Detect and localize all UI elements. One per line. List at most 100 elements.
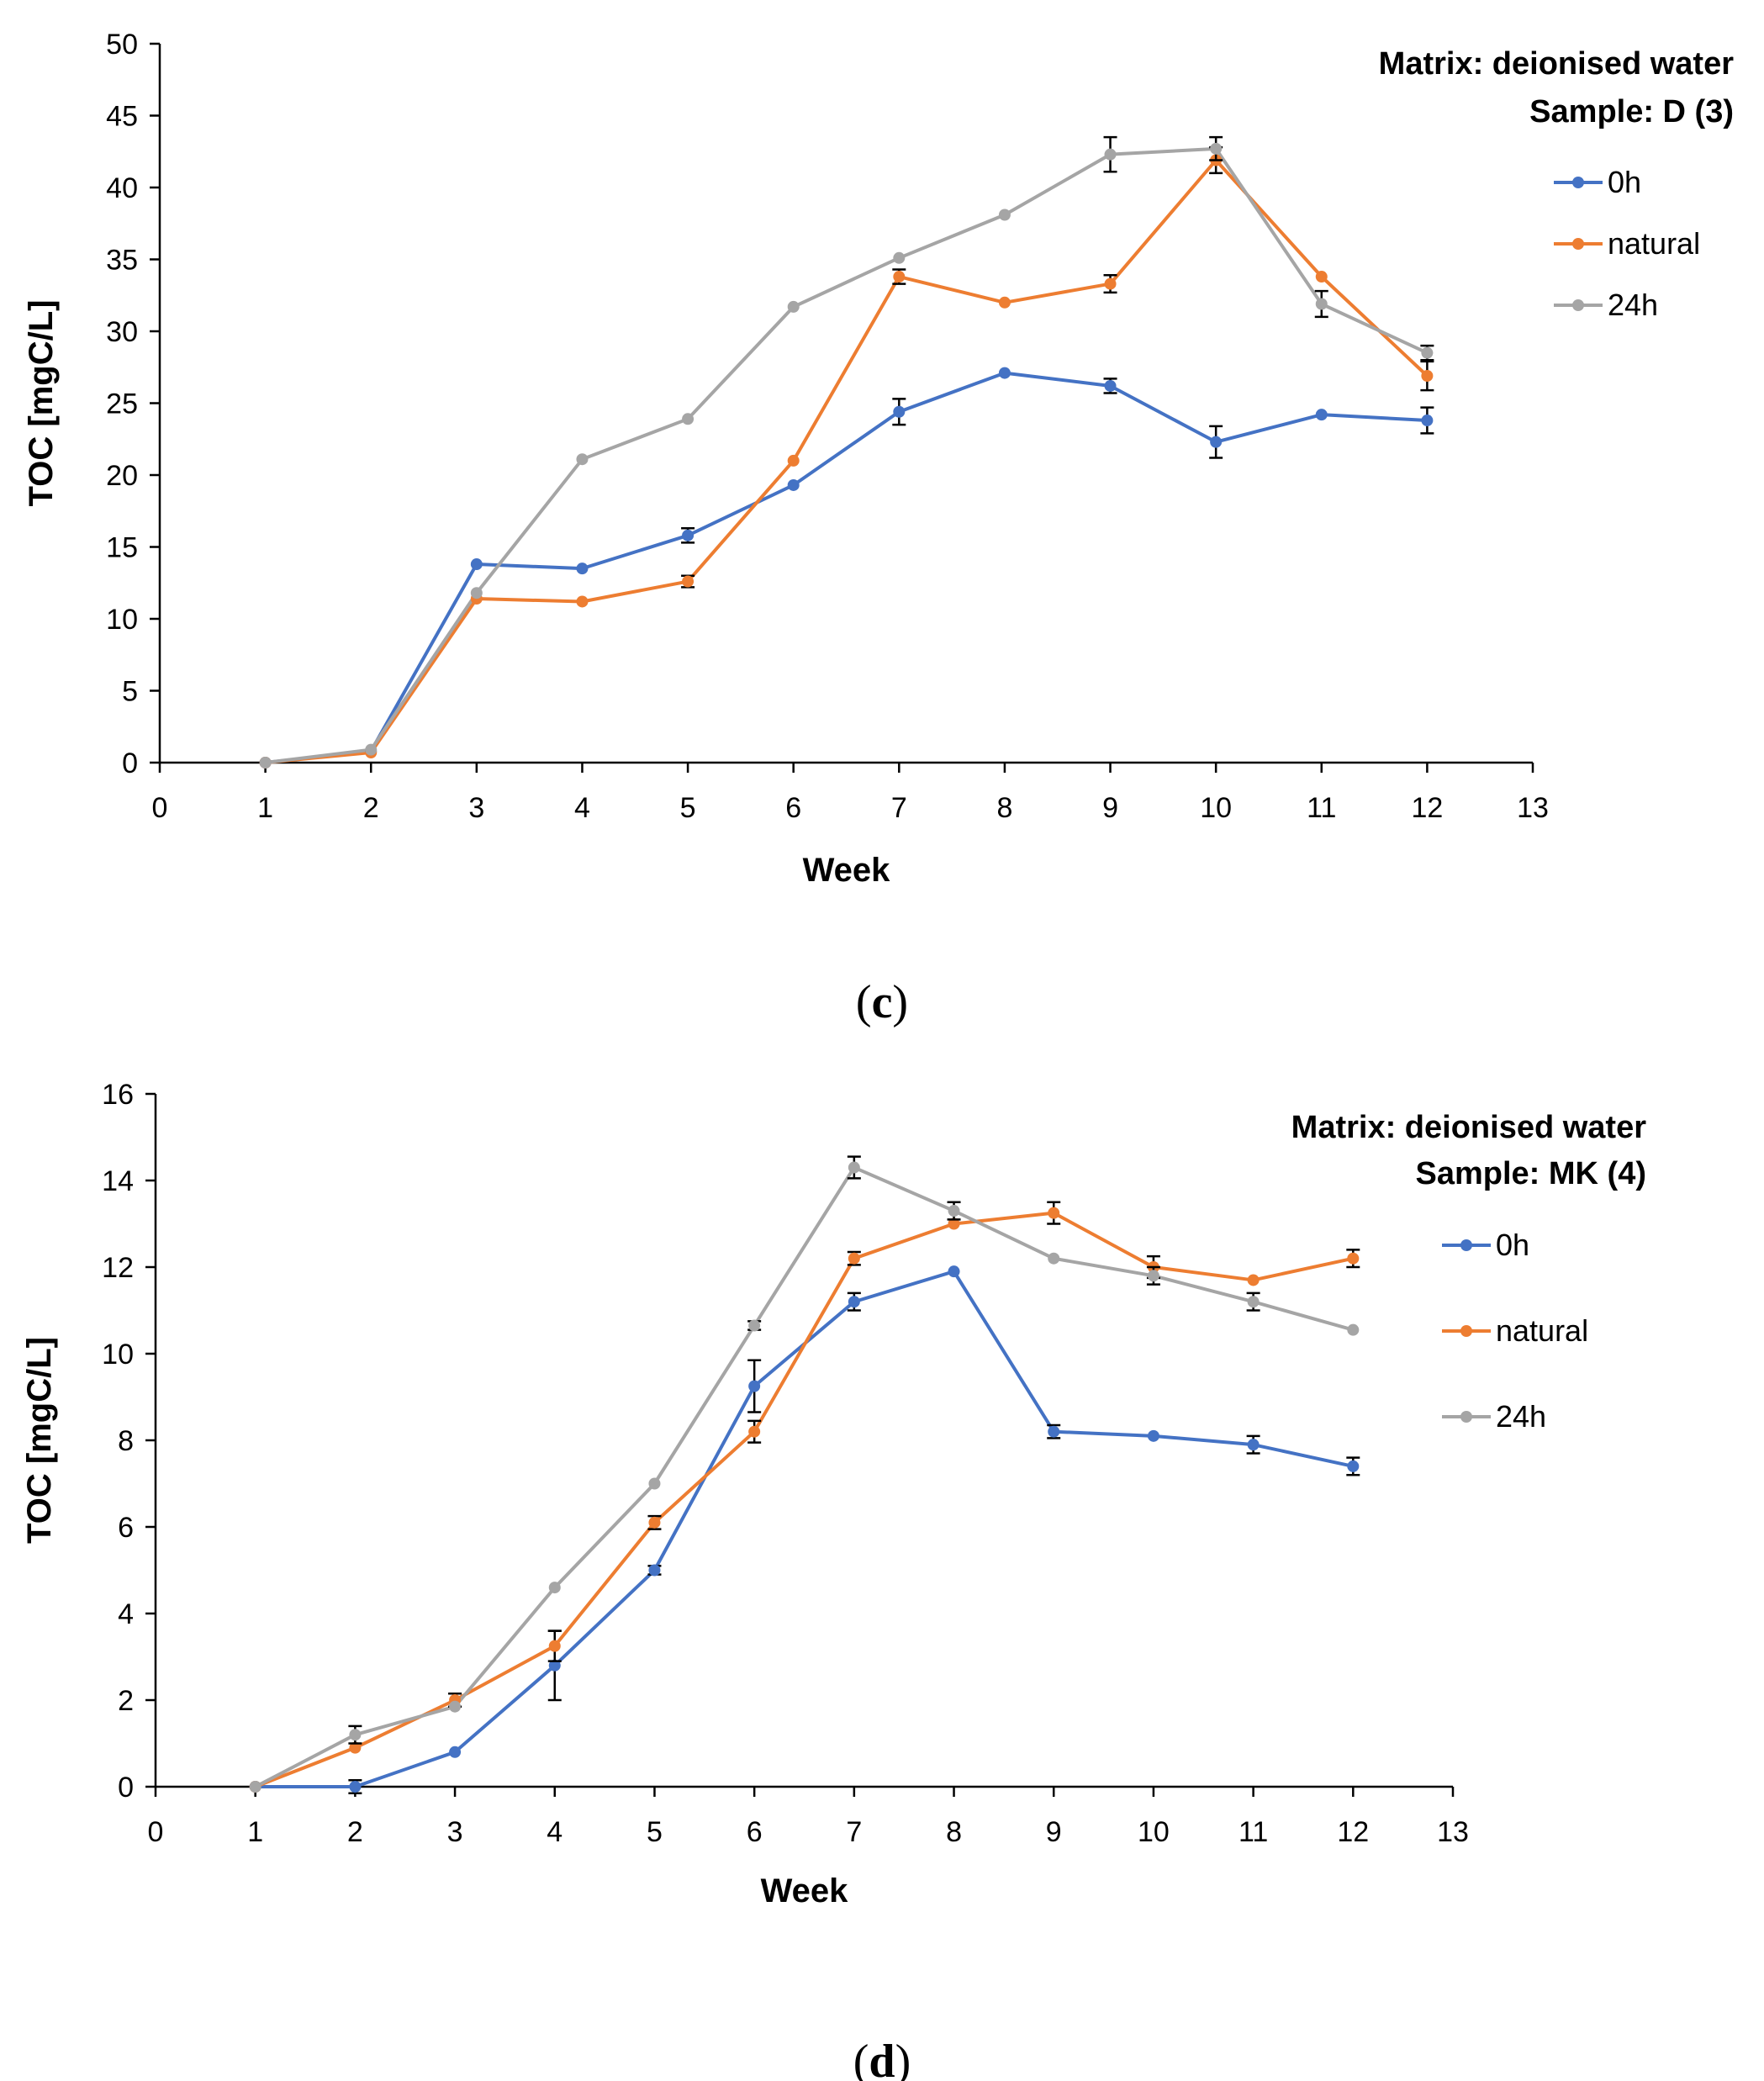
legend-label-natural: natural	[1496, 1313, 1588, 1348]
series-line-natural	[254, 1211, 1354, 1788]
y-axis-label: TOC [mgC/L]	[21, 1337, 58, 1544]
data-point-0h	[576, 563, 589, 575]
data-point-24h	[682, 413, 695, 425]
data-point-24h	[1210, 142, 1223, 155]
y-tick-label: 4	[118, 1598, 134, 1630]
series-line-0h	[265, 371, 1428, 764]
data-point-natural	[948, 1217, 960, 1230]
legend-marker-24h	[1572, 299, 1584, 311]
y-tick-label: 0	[122, 747, 138, 779]
data-point-0h	[449, 1746, 462, 1758]
data-point-24h	[249, 1781, 261, 1793]
data-point-natural	[848, 1252, 860, 1265]
x-tick-label: 2	[347, 1816, 363, 1848]
data-point-0h	[787, 478, 800, 491]
x-tick-label: 5	[680, 792, 696, 824]
data-point-24h	[1421, 346, 1434, 359]
x-tick-label: 12	[1337, 1816, 1369, 1848]
data-point-24h	[748, 1319, 761, 1332]
y-tick-label: 8	[118, 1425, 134, 1457]
legend-label-natural: natural	[1608, 226, 1700, 261]
x-tick-label: 6	[747, 1816, 763, 1848]
y-tick-label: 30	[106, 316, 138, 348]
data-point-24h	[365, 743, 378, 756]
y-tick-label: 6	[118, 1512, 134, 1544]
y-tick-label: 12	[102, 1252, 134, 1284]
y-tick-label: 10	[102, 1339, 134, 1371]
data-point-natural	[787, 454, 800, 467]
x-tick-label: 11	[1307, 792, 1336, 824]
data-point-natural	[1247, 1274, 1260, 1286]
series-line-24h	[254, 1165, 1354, 1788]
chart-annotation: Matrix: deionised water	[1291, 1110, 1647, 1145]
data-point-0h	[548, 1659, 561, 1672]
x-tick-label: 13	[1437, 1816, 1469, 1848]
series-line-0h	[255, 1270, 1354, 1788]
data-point-24h	[787, 300, 800, 313]
data-point-24h	[259, 757, 272, 768]
data-point-0h	[1247, 1439, 1260, 1451]
x-tick-label: 11	[1238, 1816, 1268, 1848]
legend-label-24h: 24h	[1608, 288, 1658, 322]
data-point-natural	[1104, 277, 1117, 290]
legend-marker-0h	[1572, 177, 1584, 188]
data-point-natural	[682, 575, 695, 588]
legend-marker-natural	[1460, 1325, 1472, 1337]
x-tick-label: 3	[447, 1816, 463, 1848]
data-point-natural	[648, 1516, 661, 1529]
x-axis-label: Week	[803, 852, 891, 889]
data-point-natural	[748, 1425, 761, 1438]
data-point-24h	[1104, 148, 1117, 161]
y-tick-label: 2	[118, 1685, 134, 1717]
legend-label-0h: 0h	[1496, 1228, 1529, 1262]
data-point-24h	[1347, 1323, 1360, 1336]
x-tick-label: 12	[1411, 792, 1443, 824]
legend-label-24h: 24h	[1496, 1399, 1546, 1434]
y-tick-label: 16	[102, 1079, 134, 1111]
x-tick-label: 6	[785, 792, 801, 824]
data-point-0h	[1421, 415, 1434, 427]
y-tick-label: 14	[102, 1165, 134, 1197]
data-point-24h	[848, 1161, 860, 1174]
data-point-0h	[470, 558, 483, 571]
data-point-0h	[848, 1296, 860, 1308]
panel-caption: (d)	[853, 2036, 911, 2081]
legend-marker-natural	[1572, 238, 1584, 250]
y-tick-label: 35	[106, 245, 138, 277]
data-point-0h	[1147, 1429, 1159, 1442]
data-point-0h	[748, 1380, 761, 1392]
data-point-natural	[1315, 271, 1328, 283]
y-tick-label: 20	[106, 460, 138, 492]
data-point-0h	[893, 405, 906, 418]
data-point-24h	[1048, 1252, 1060, 1265]
panel-caption: (c)	[856, 976, 908, 1028]
y-tick-label: 25	[106, 388, 138, 420]
data-point-natural	[893, 271, 906, 283]
data-point-natural	[1421, 370, 1434, 383]
data-point-0h	[648, 1564, 661, 1577]
x-tick-label: 0	[152, 792, 168, 824]
legend-marker-0h	[1460, 1239, 1472, 1251]
x-tick-label: 9	[1102, 792, 1118, 824]
data-point-0h	[1315, 409, 1328, 421]
data-point-24h	[948, 1205, 960, 1217]
data-point-24h	[1247, 1296, 1260, 1308]
y-tick-label: 5	[122, 676, 138, 708]
data-point-24h	[576, 453, 589, 466]
data-point-0h	[948, 1265, 960, 1278]
x-tick-label: 3	[468, 792, 484, 824]
data-point-0h	[1048, 1425, 1060, 1438]
data-point-0h	[349, 1781, 362, 1793]
data-point-0h	[998, 367, 1011, 379]
x-tick-label: 2	[363, 792, 379, 824]
chart-annotation: Matrix: deionised water	[1379, 46, 1735, 82]
x-tick-label: 4	[574, 792, 590, 824]
data-point-natural	[998, 296, 1011, 309]
data-point-0h	[1210, 436, 1223, 448]
x-tick-label: 1	[247, 1816, 263, 1848]
data-point-24h	[893, 251, 906, 264]
y-tick-label: 40	[106, 172, 138, 204]
x-tick-label: 10	[1138, 1816, 1170, 1848]
